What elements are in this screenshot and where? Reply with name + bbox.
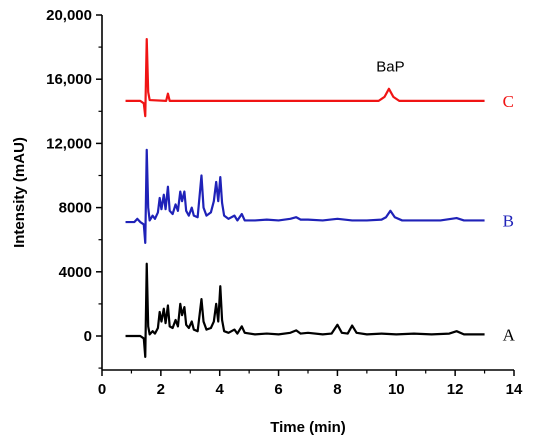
series-label-b: B (503, 211, 514, 230)
series-line-c (125, 37, 485, 118)
x-tick-label: 0 (98, 381, 106, 398)
x-tick-label: 14 (506, 381, 523, 398)
x-tick-label: 2 (157, 381, 165, 398)
y-tick-label: 4000 (59, 264, 92, 281)
peak-annotation: BaP (376, 59, 404, 76)
x-tick-label: 8 (333, 381, 341, 398)
y-tick-label: 0 (84, 328, 92, 345)
x-tick-label: 10 (388, 381, 405, 398)
y-axis-ticks: 0 4000 8000 12,000 16,000 20,000 (46, 7, 102, 369)
y-tick-label: 20,000 (46, 7, 92, 24)
x-tick-label: 6 (274, 381, 282, 398)
series-tags: A B C (503, 92, 516, 345)
series-label-c: C (503, 92, 514, 111)
x-axis-title: Time (min) (270, 419, 346, 436)
x-axis-ticks: 0 2 4 6 8 10 12 14 (98, 370, 523, 398)
x-tick-label: 12 (447, 381, 464, 398)
y-tick-label: 8000 (59, 200, 92, 217)
x-tick-label: 4 (216, 381, 225, 398)
series-line-a (125, 262, 485, 358)
y-tick-label: 16,000 (46, 71, 92, 88)
series-line-b (125, 148, 485, 245)
series-label-a: A (503, 325, 516, 344)
plot-area: 0 2 4 6 8 10 12 14 04000800012,00016,00020,000 … (46, 7, 523, 398)
annotations: BaP (376, 59, 404, 76)
y-tick-label: 12,000 (46, 135, 92, 152)
y-axis-title: Intensity (mAU) (11, 137, 28, 248)
series-group (125, 37, 485, 358)
